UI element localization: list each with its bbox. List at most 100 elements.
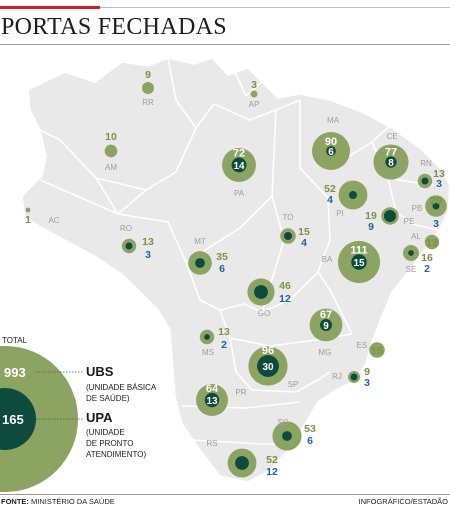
state-abbreviation: PB (412, 204, 423, 213)
upa-value: 30 (262, 362, 274, 373)
ubs-bubble (104, 144, 118, 158)
state-abbreviation: SP (288, 380, 299, 389)
upa-value: 13 (206, 396, 218, 407)
upa-bubble (351, 254, 367, 270)
state-abbreviation: AP (249, 100, 260, 109)
ubs-value: 10 (105, 131, 117, 143)
upa-bubble (282, 431, 292, 441)
legend-ubs-desc: (UNIDADE BÁSICA (86, 383, 157, 392)
ubs-value: 13 (426, 237, 438, 249)
state-border (387, 177, 439, 231)
upa-value: 3 (145, 249, 151, 261)
upa-value: 3 (436, 178, 442, 190)
top-accent-rule (0, 6, 100, 9)
state-rr: 9 RR (142, 69, 154, 107)
state-abbreviation: MG (319, 348, 332, 357)
upa-value: 12 (266, 466, 278, 478)
upa-bubble (204, 334, 210, 340)
upa-bubble (349, 191, 357, 199)
state-abbreviation: RS (206, 439, 217, 448)
state-abbreviation: AL (411, 232, 421, 241)
ubs-value: 1 (25, 214, 31, 226)
state-abbreviation: PI (336, 209, 344, 218)
state-pe: 199 PE (365, 207, 414, 233)
ubs-value: 52 (266, 454, 278, 466)
state-ms: 132 MS (199, 326, 230, 357)
upa-bubble (204, 392, 220, 408)
state-border (261, 239, 331, 313)
state-sc: 536 SC (272, 418, 316, 451)
state-abbreviation: RR (142, 98, 154, 107)
legend-upa-title: UPA (86, 410, 113, 425)
upa-bubble (254, 285, 268, 299)
state-ce: 778 CE (373, 132, 409, 180)
ubs-value: 67 (320, 309, 332, 321)
ubs-value: 19 (365, 210, 377, 222)
legend-ubs-total: 993 (4, 365, 26, 380)
upa-bubble (326, 146, 336, 156)
state-rj: 93 RJ (332, 366, 370, 389)
state-abbreviation: MA (327, 116, 340, 125)
upa-bubble (320, 319, 332, 331)
state-border (117, 103, 215, 215)
upa-bubble (195, 258, 205, 268)
upa-bubble (385, 156, 397, 168)
ubs-bubble (25, 207, 31, 213)
top-thin-rule (100, 7, 450, 8)
upa-bubble (125, 242, 133, 250)
upa-value: 6 (307, 435, 313, 447)
upa-value: 8 (388, 158, 394, 169)
legend-upa-desc: DE PRONTO (86, 439, 133, 448)
ubs-value: 29 (430, 195, 442, 207)
ubs-value: 52 (324, 183, 336, 195)
upa-value: 3 (364, 377, 370, 389)
ubs-value: 111 (350, 244, 367, 256)
state-abbreviation: PE (404, 217, 415, 226)
state-al: 13 AL (411, 232, 440, 250)
ubs-value: 46 (279, 280, 291, 292)
legend-upa-total: 165 (2, 412, 24, 427)
state-border (39, 129, 147, 191)
state-abbreviation: MS (202, 348, 214, 357)
footer-divider (0, 494, 450, 495)
ubs-bubble (369, 342, 385, 358)
upa-bubble (257, 355, 279, 377)
upa-value: 2 (424, 263, 430, 275)
state-to: 154 TO (280, 213, 310, 249)
total-label: TOTAL (2, 336, 28, 345)
state-border (167, 57, 197, 129)
ubs-value: 96 (262, 345, 274, 357)
legend: TOTAL 993 165 UBS (UNIDADE BÁSICA DE SAÚDE) UP… (0, 336, 157, 492)
source-label: FONTE: (1, 497, 29, 506)
state-abbreviation: MT (194, 237, 206, 246)
state-abbreviation: CE (386, 132, 397, 141)
ubs-value: 72 (233, 148, 245, 160)
state-abbreviation: BA (322, 255, 333, 264)
ubs-value: 16 (421, 252, 433, 264)
upa-value: 15 (353, 258, 365, 269)
ubs-value: 13 (142, 236, 154, 248)
state-abbreviation: AM (105, 163, 117, 172)
upa-bubble (421, 177, 429, 185)
state-abbreviation: PR (235, 388, 246, 397)
state-abbreviation: RN (420, 159, 432, 168)
state-border (213, 99, 301, 121)
upa-value: 9 (368, 221, 374, 233)
ubs-value: 9 (364, 366, 370, 378)
upa-value: 6 (328, 147, 334, 158)
title-divider (0, 44, 450, 45)
state-se: 162 SE (403, 245, 433, 275)
state-ac: 1 AC (25, 207, 60, 226)
ubs-bubble (424, 234, 440, 250)
source-note: FONTE: MINISTÉRIO DA SAÚDE (1, 497, 115, 506)
ubs-value: 64 (206, 383, 219, 395)
page-title: PORTAS FECHADAS (1, 14, 227, 40)
source-text: MINISTÉRIO DA SAÚDE (28, 497, 115, 506)
legend-upa-bubble (0, 388, 36, 450)
ubs-value: 13 (433, 168, 445, 180)
